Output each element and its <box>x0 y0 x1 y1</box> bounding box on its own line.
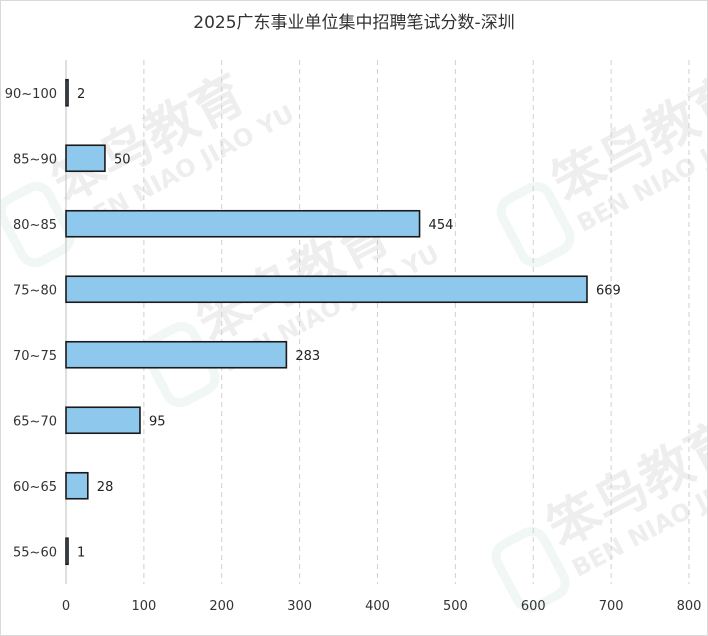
category-label: 60~65 <box>13 480 57 495</box>
bar <box>65 406 141 435</box>
category-label: 65~70 <box>13 414 57 429</box>
bar <box>65 340 288 369</box>
x-tick-label: 700 <box>599 599 624 614</box>
category-label: 85~90 <box>13 152 57 167</box>
chart-title: 2025广东事业单位集中招聘笔试分数-深圳 <box>193 13 515 33</box>
category-label: 80~85 <box>13 218 57 233</box>
category-label: 90~100 <box>5 87 57 102</box>
category-label: 70~75 <box>13 349 57 364</box>
category-label: 55~60 <box>13 545 57 560</box>
data-labels: 2 50 454 669 283 95 28 1 <box>77 87 621 561</box>
x-tick-label: 200 <box>209 599 234 614</box>
bar <box>65 144 106 173</box>
data-label: 283 <box>295 349 320 364</box>
bar <box>65 275 588 304</box>
watermark-mark-icon <box>496 181 575 268</box>
x-tick-label: 300 <box>287 599 312 614</box>
bars <box>65 78 588 566</box>
data-label: 454 <box>429 218 454 233</box>
value-axis-labels: 0 100 200 300 400 500 600 700 800 <box>62 599 702 614</box>
bar <box>65 209 421 238</box>
data-label: 28 <box>97 480 114 495</box>
x-tick-label: 800 <box>677 599 702 614</box>
watermark-mark-icon <box>0 181 75 268</box>
bar <box>65 471 89 500</box>
x-tick-label: 500 <box>443 599 468 614</box>
x-tick-label: 100 <box>131 599 156 614</box>
data-label: 2 <box>77 87 85 102</box>
x-tick-label: 600 <box>521 599 546 614</box>
x-tick-label: 400 <box>365 599 390 614</box>
bar <box>65 537 69 566</box>
data-label: 50 <box>114 152 131 167</box>
watermark-mark-icon <box>491 526 570 613</box>
data-label: 1 <box>77 545 85 560</box>
category-axis-labels: 90~100 85~90 80~85 75~80 70~75 65~70 60~65 55~6… <box>5 87 57 561</box>
bar <box>65 78 69 107</box>
category-label: 75~80 <box>13 283 57 298</box>
data-label: 95 <box>149 414 166 429</box>
data-label: 669 <box>596 283 621 298</box>
x-tick-label: 0 <box>62 599 70 614</box>
